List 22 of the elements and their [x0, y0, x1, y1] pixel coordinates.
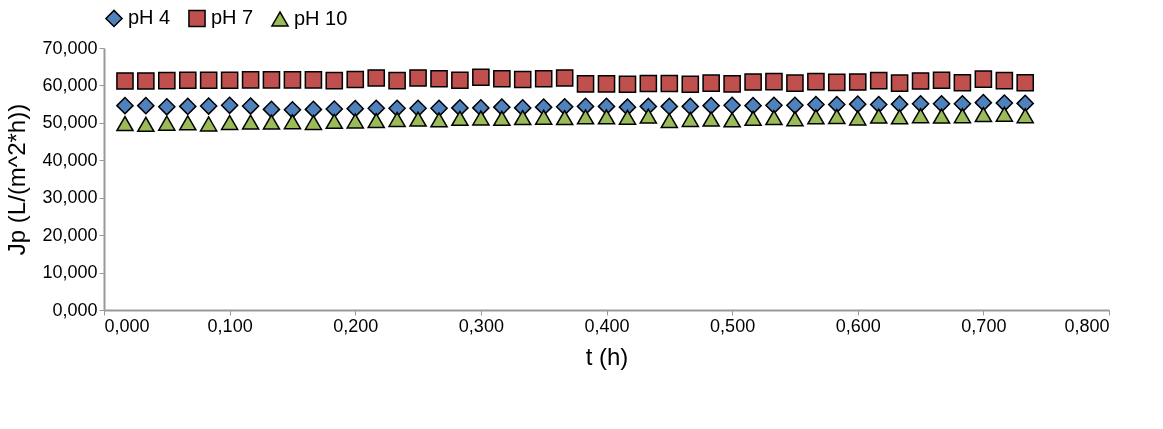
legend-label: pH 7: [211, 6, 254, 29]
y-tick-label: 50,000: [42, 112, 98, 133]
y-tick-label: 10,000: [42, 262, 98, 283]
x-tick-label: 0,600: [835, 315, 881, 336]
y-tick-label: 20,000: [42, 224, 98, 245]
y-tick-label: 60,000: [42, 74, 98, 95]
x-tick-label: 0,500: [710, 315, 756, 336]
x-tick-label: 0,300: [458, 315, 504, 336]
x-tick-label: 0,700: [961, 315, 1007, 336]
x-tick-label: 0,800: [1064, 315, 1110, 336]
y-axis-title: Jp (L/(m^2*h)): [3, 103, 31, 256]
y-tick-label: 70,000: [42, 37, 98, 58]
x-tick-label: 0,400: [584, 315, 630, 336]
y-tick-label: 0,000: [52, 299, 98, 320]
legend-label: pH 10: [294, 7, 348, 29]
x-tick-label: 0,000: [104, 315, 150, 336]
x-axis-title: t (h): [585, 342, 629, 370]
y-tick-label: 40,000: [42, 149, 98, 170]
x-tick-label: 0,200: [333, 315, 379, 336]
x-tick-label: 0,100: [207, 315, 253, 336]
y-tick-label: 30,000: [42, 187, 98, 208]
legend-label: pH 4: [128, 6, 171, 29]
